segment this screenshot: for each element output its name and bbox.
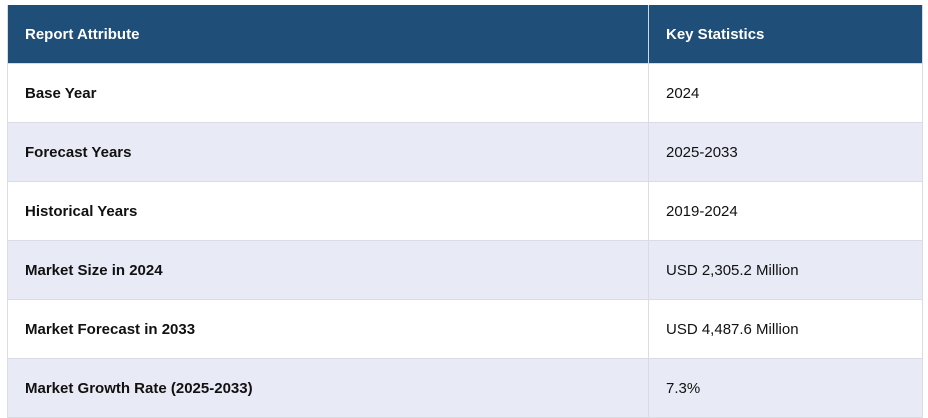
table-header-row: Report Attribute Key Statistics: [7, 5, 923, 64]
table-row: Forecast Years 2025-2033: [7, 122, 923, 182]
column-header-key-statistics: Key Statistics: [648, 5, 923, 64]
row-attribute-market-forecast: Market Forecast in 2033: [7, 299, 649, 359]
row-value-base-year: 2024: [648, 63, 923, 123]
column-header-report-attribute: Report Attribute: [7, 5, 649, 64]
row-value-forecast-years: 2025-2033: [648, 122, 923, 182]
row-value-growth-rate: 7.3%: [648, 358, 923, 418]
report-attributes-table: Report Attribute Key Statistics Base Yea…: [7, 5, 923, 418]
table-row: Base Year 2024: [7, 63, 923, 123]
row-value-market-size: USD 2,305.2 Million: [648, 240, 923, 300]
row-value-historical-years: 2019-2024: [648, 181, 923, 241]
table-row: Market Growth Rate (2025-2033) 7.3%: [7, 358, 923, 418]
row-value-market-forecast: USD 4,487.6 Million: [648, 299, 923, 359]
row-attribute-base-year: Base Year: [7, 63, 649, 123]
table-row: Market Size in 2024 USD 2,305.2 Million: [7, 240, 923, 300]
row-attribute-historical-years: Historical Years: [7, 181, 649, 241]
row-attribute-forecast-years: Forecast Years: [7, 122, 649, 182]
table-row: Historical Years 2019-2024: [7, 181, 923, 241]
row-attribute-growth-rate: Market Growth Rate (2025-2033): [7, 358, 649, 418]
row-attribute-market-size: Market Size in 2024: [7, 240, 649, 300]
report-table-container: Report Attribute Key Statistics Base Yea…: [7, 5, 923, 418]
table-row: Market Forecast in 2033 USD 4,487.6 Mill…: [7, 299, 923, 359]
